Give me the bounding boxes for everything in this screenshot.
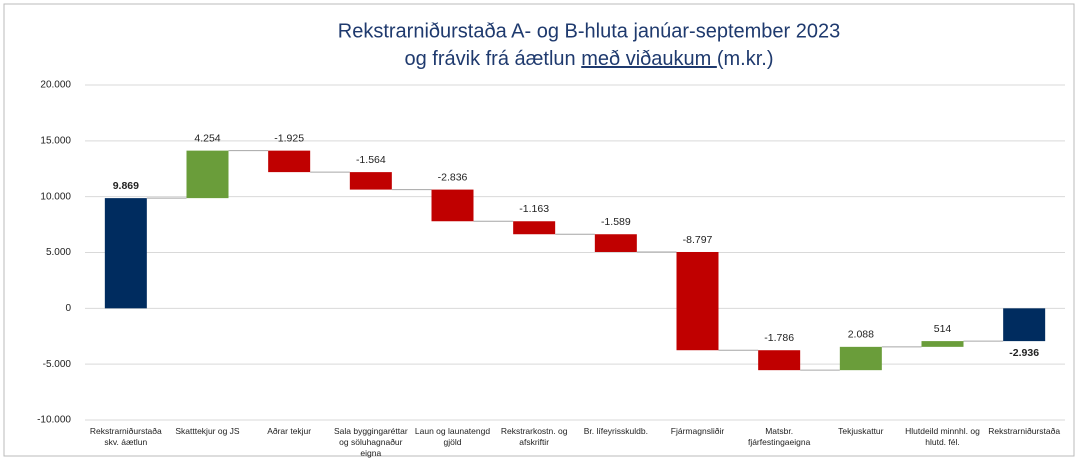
value-label: -1.564 [356,154,386,166]
x-tick-label: Rekstrarkostn. og afskriftir [500,426,568,447]
chart-title: Rekstrarniðurstaða A- og B-hluta janúar-… [338,20,841,42]
x-tick-label: Laun og launatengd gjöld [414,426,491,447]
bar [513,221,556,235]
value-label: -2.836 [438,171,468,183]
bar [104,198,147,309]
y-tick-label: 5.000 [46,247,71,258]
y-tick-label: 0 [65,303,71,314]
title-part: og frávik frá áætlun [404,48,581,70]
x-tick-label: Rekstrarniðurstaða skv. áætlun [89,426,162,447]
x-tick-label: Rekstrarniðurstaða [988,426,1061,436]
x-tick-label: Aðrar tekjur [267,426,312,436]
bar [758,350,801,371]
x-tick-label: Fjármagnsliðir [670,426,725,436]
bar [676,251,719,351]
bar [268,150,311,173]
x-tick-label: Tekjuskattur [838,426,884,436]
chart-frame [3,3,1075,457]
value-label: -1.786 [764,332,794,344]
value-label: -1.163 [519,203,549,215]
bar [1003,308,1046,342]
bar [921,341,964,347]
y-tick-label: -10.000 [37,415,71,426]
value-label: 4.254 [194,132,220,144]
value-label: 9.869 [113,180,139,192]
chart-title: og frávik frá áætlun með viðaukum (m.kr.… [404,48,773,70]
bar [349,172,392,190]
x-tick-label: Skatttekjur og JS [175,426,240,436]
x-tick-label: Matsbr. fjárfestingaeigna [747,426,811,447]
title-part: með viðaukum [581,48,717,70]
bar [186,150,229,199]
value-label: -1.925 [274,132,304,144]
y-tick-label: 20.000 [40,80,71,91]
bar [594,234,637,252]
y-tick-label: -5.000 [43,359,72,370]
value-label: -2.936 [1009,347,1039,359]
value-label: 2.088 [848,329,874,341]
x-tick-label: Sala byggingaréttar og söluhagnaður eign… [333,426,408,458]
title-part: (m.kr.) [717,48,774,70]
x-tick-label: Hlutdeild minnhl. og hlutd. fél. [905,426,980,447]
x-tick-label: Br. lífeyrisskuldb. [583,426,648,436]
value-label: 514 [934,323,952,335]
value-label: -1.589 [601,216,631,228]
y-tick-label: 10.000 [40,191,71,202]
y-tick-label: 15.000 [40,135,71,146]
bar [839,346,882,371]
bar [431,189,474,222]
value-label: -8.797 [683,234,713,246]
